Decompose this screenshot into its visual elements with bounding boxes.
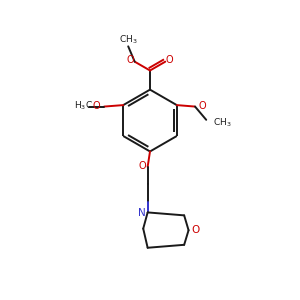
Text: H$_3$C: H$_3$C [74,100,93,112]
Text: CH$_3$: CH$_3$ [213,116,231,129]
Text: O: O [139,160,146,171]
Text: O: O [93,101,100,111]
Text: O: O [191,225,199,235]
Text: CH$_3$: CH$_3$ [119,34,138,46]
Text: O: O [199,101,206,111]
Text: O: O [166,55,173,65]
Text: N: N [138,208,146,218]
Text: O: O [127,56,134,65]
